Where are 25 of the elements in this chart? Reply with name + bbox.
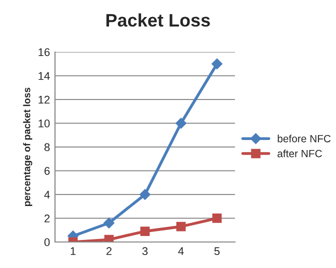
point [104,218,114,228]
legend-label: before NFC [278,134,331,142]
x-tick-label: 3 [142,247,148,256]
point [212,214,222,223]
y-tick-label: 10 [38,120,50,128]
point [140,226,150,236]
chart-title: Packet Loss [106,13,210,27]
y-tick-label: 2 [44,214,50,222]
y-tick-label: 4 [44,190,50,199]
x-tick-label: 4 [178,247,184,255]
y-tick-label: 16 [38,48,50,56]
y-tick-label: 8 [44,143,50,152]
point [212,58,222,70]
y-tick-label: 6 [44,167,50,175]
y-tick-label: 0 [44,238,50,246]
x-tick-label: 5 [214,247,220,256]
x-tick-label: 2 [106,247,112,255]
x-tick-label: 1 [70,247,76,255]
point [176,222,186,232]
y-axis-title: percentage of packet loss [23,88,32,206]
point [176,118,186,129]
y-tick-label: 14 [38,72,50,80]
legend-label: after NFC [278,150,322,158]
y-tick-label: 12 [38,96,50,104]
point [140,189,150,200]
